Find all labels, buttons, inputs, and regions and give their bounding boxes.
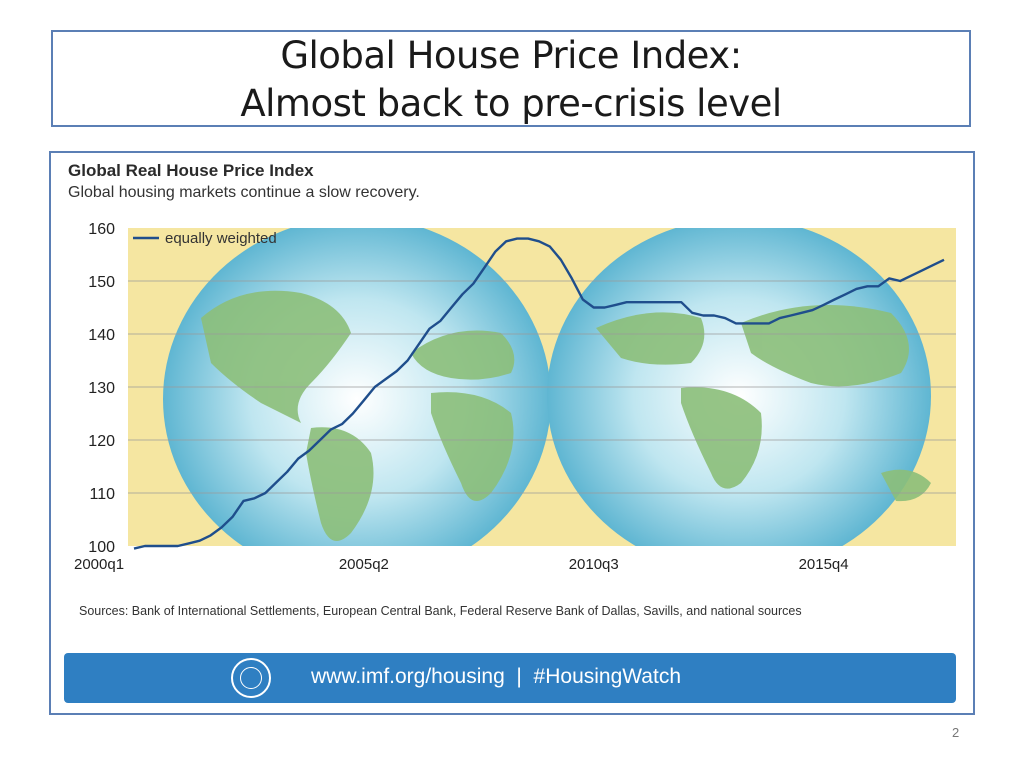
chart-subtitle: Global housing markets continue a slow r…: [68, 184, 420, 201]
y-tick-label: 130: [88, 380, 115, 397]
legend: equally weighted: [133, 230, 277, 247]
y-axis: 100 110 120 130 140 150 160: [88, 221, 115, 556]
y-tick-label: 120: [88, 433, 115, 450]
banner-text: www.imf.org/housing | #HousingWatch: [311, 665, 682, 688]
slide-title: Global House Price Index:: [280, 34, 742, 77]
slide-subtitle: Almost back to pre-crisis level: [240, 82, 782, 125]
x-tick-label: 2015q4: [799, 556, 849, 573]
chart-title: Global Real House Price Index: [68, 161, 314, 180]
chart-sources: Sources: Bank of International Settlemen…: [79, 604, 802, 618]
y-tick-label: 100: [88, 539, 115, 556]
x-tick-label: 2005q2: [339, 556, 389, 573]
y-tick-label: 110: [89, 486, 115, 503]
x-axis: 2000q1 2005q2 2010q3 2015q4: [74, 556, 849, 573]
x-tick-label: 2010q3: [569, 556, 619, 573]
slide-title-box: Global House Price Index: Almost back to…: [51, 30, 971, 127]
legend-label: equally weighted: [165, 230, 277, 247]
y-tick-label: 150: [88, 274, 115, 291]
series-line-equally-weighted: [133, 237, 945, 550]
house-price-line-chart: 100 110 120 130 140 150 160 2000q1 2005q2 2010q3…: [74, 221, 956, 573]
page-number: 2: [952, 725, 960, 740]
y-tick-label: 140: [88, 327, 115, 344]
imf-seal-icon: [231, 658, 271, 698]
chart-panel: Global Real House Price Index Global hou…: [49, 151, 975, 715]
y-tick-label: 160: [88, 221, 115, 238]
imf-banner: www.imf.org/housing | #HousingWatch: [64, 653, 956, 703]
x-tick-label: 2000q1: [74, 556, 124, 573]
